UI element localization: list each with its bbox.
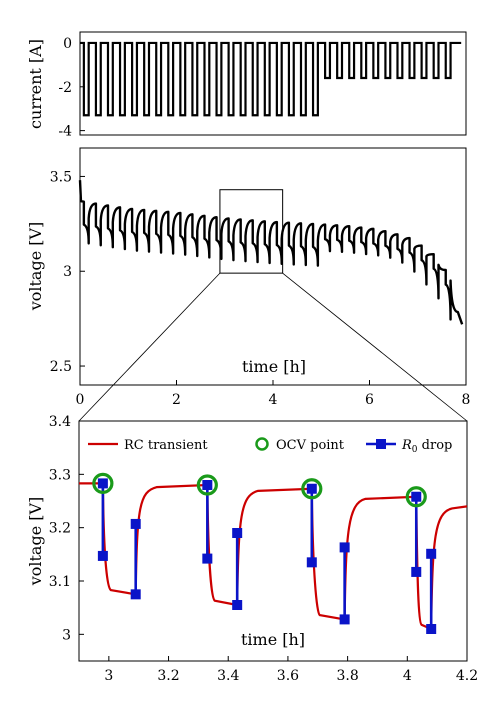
zoom-xtick-label: 3.8 [336,668,358,684]
current-panel: 0 -2 -4 current [A] [26,31,467,140]
zoom-ylabel: voltage [V] [26,497,45,587]
r0-drop-marker [232,528,243,538]
voltage-ylabel: voltage [V] [26,222,45,312]
legend-rc-transient-label: RC transient [124,438,208,453]
ocv-point-marker [405,486,427,508]
zoom-xtick-label: 4 [403,668,412,684]
voltage-ytick-label: 3.5 [50,169,72,185]
r0-drop-marker [97,478,108,489]
legend-r0-drop-label: R0 drop [401,438,452,455]
zoom-xtick-label: 3 [104,668,113,684]
voltage-xtick-label: 8 [462,392,471,408]
zoom-xlabel: time [h] [241,630,305,649]
zoom-ytick-label: 3.2 [49,521,71,537]
current-ylabel: current [A] [26,39,45,129]
current-y-ticks: 0 -2 -4 [58,36,85,140]
voltage-y-ticks: 3.5 3 2.5 [50,169,85,375]
voltage-xtick-label: 4 [269,392,278,408]
zoom-y-ticks: 3 3.1 3.2 3.3 3.4 [49,414,84,643]
current-axes-box [79,31,467,136]
zoom-ytick-label: 3.1 [49,574,71,590]
r0-drop-marker [202,480,213,490]
r0-drop-marker [339,542,350,553]
r0-drop-marker [130,589,141,600]
legend-ocv-point-label: OCV point [276,438,345,453]
r0-drop-marker [411,491,422,502]
r0-drop-marker [306,557,317,568]
legend-r0-drop-swatch-marker [376,439,386,449]
current-ytick-label: -2 [58,80,72,96]
voltage-xtick-label: 6 [365,392,374,408]
voltage-ytick-label: 2.5 [50,359,72,375]
current-series-line [80,41,462,117]
zoom-panel: 3 3.1 3.2 3.3 3.4 3 3.2 3.4 3.6 3.8 4 4.2 voltage … [26,414,478,684]
r0-drop-marker [306,483,317,494]
voltage-xlabel: time [h] [242,357,306,376]
zoom-x-ticks: 3 3.2 3.4 3.6 3.8 4 4.2 [104,656,478,684]
voltage-ytick-label: 3 [63,264,72,280]
r0-drop-marker [426,624,437,634]
ocv-point-marker [92,472,114,494]
r0-drop-marker [426,548,437,559]
ocv-point-marker [301,478,323,500]
voltage-series-line [78,180,464,325]
ocv-point-marker [196,474,218,496]
r0-drop-marker [97,550,108,561]
voltage-x-ticks: 0 2 4 6 8 [76,380,471,408]
r0-drop-marker [130,518,141,529]
zoom-xtick-label: 4.2 [456,668,478,684]
current-ytick-label: -4 [58,124,72,140]
zoom-ytick-label: 3.3 [49,467,71,483]
zoom-xtick-label: 3.4 [217,668,239,684]
r0-drop-marker [202,553,213,564]
zoom-xtick-label: 3.6 [277,668,299,684]
zoom-ytick-label: 3 [62,627,71,643]
voltage-axes-box [79,147,467,386]
r0-drop-marker [339,614,350,625]
zoom-connector-left [78,272,221,422]
zoom-plot-content [79,472,467,634]
zoom-box [219,189,284,274]
voltage-panel: 3.5 3 2.5 0 2 4 6 8 voltage [V] time [h] [26,147,471,408]
zoom-connector-right [282,272,468,422]
voltage-xtick-label: 2 [172,392,181,408]
zoom-axes-box [78,420,468,662]
legend-ocv-point-swatch [255,437,269,451]
zoom-xtick-label: 3.2 [157,668,179,684]
r0-drop-marker [232,600,243,610]
zoom-ytick-label: 3.4 [49,414,71,430]
voltage-xtick-label: 0 [76,392,85,408]
legend: RC transient OCV point R0 drop [88,437,452,455]
r0-drop-marker [411,566,422,577]
current-ytick-label: 0 [63,36,72,52]
